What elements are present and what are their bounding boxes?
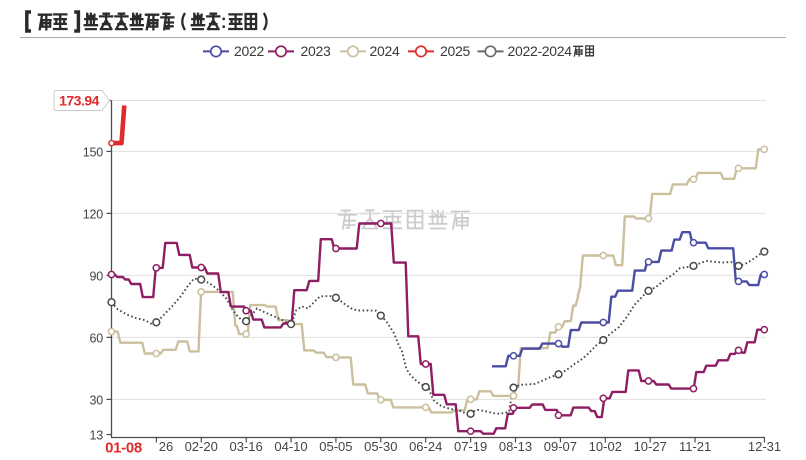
svg-text:30: 30 xyxy=(89,393,103,407)
svg-text:10-02: 10-02 xyxy=(589,439,622,454)
svg-text:2022-2024: 2022-2024 xyxy=(508,43,573,59)
svg-text:02-20: 02-20 xyxy=(185,439,218,454)
svg-text:05-05: 05-05 xyxy=(319,439,352,454)
svg-text:173.94: 173.94 xyxy=(59,92,100,108)
svg-text:07-19: 07-19 xyxy=(454,439,487,454)
svg-text:60: 60 xyxy=(89,331,103,345)
svg-text:2024: 2024 xyxy=(370,43,400,59)
svg-text:01-08: 01-08 xyxy=(105,440,142,457)
svg-text:08-13: 08-13 xyxy=(499,439,532,454)
svg-text:90: 90 xyxy=(89,269,103,283)
svg-text:150: 150 xyxy=(83,145,104,159)
svg-text:12-31: 12-31 xyxy=(748,439,781,454)
svg-text:09-07: 09-07 xyxy=(544,439,577,454)
svg-text:2025: 2025 xyxy=(440,43,470,59)
svg-text:10-27: 10-27 xyxy=(634,439,667,454)
svg-text:03-16: 03-16 xyxy=(229,439,262,454)
svg-text:2023: 2023 xyxy=(301,43,331,59)
svg-text:2022: 2022 xyxy=(234,43,264,59)
svg-text:11-21: 11-21 xyxy=(679,439,711,454)
svg-text:13: 13 xyxy=(89,429,103,443)
svg-text:06-24: 06-24 xyxy=(409,439,442,454)
svg-text:04-10: 04-10 xyxy=(274,439,307,454)
svg-text:05-30: 05-30 xyxy=(364,439,397,454)
svg-text:120: 120 xyxy=(83,207,104,221)
svg-text:26: 26 xyxy=(159,439,173,454)
